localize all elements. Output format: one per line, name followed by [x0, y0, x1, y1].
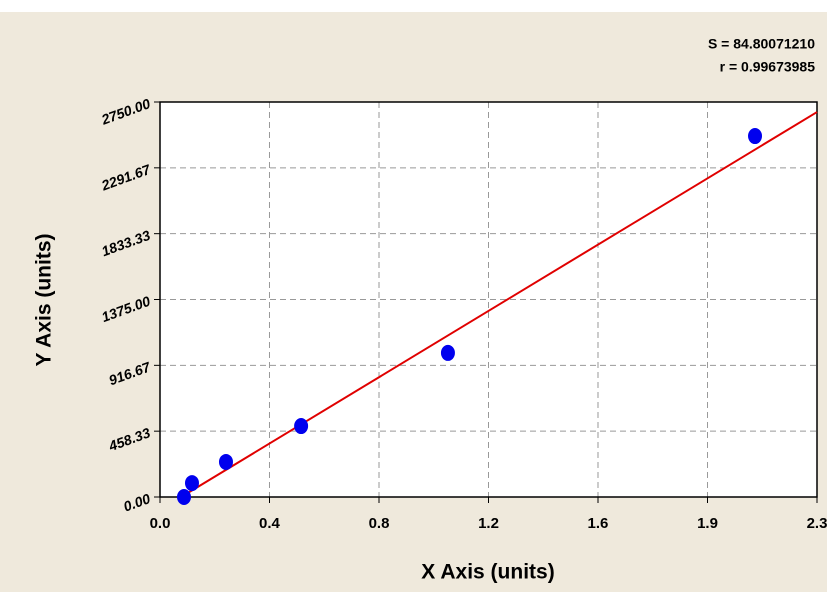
x-tick-label: 1.2: [478, 515, 499, 532]
x-axis-title: X Axis (units): [421, 561, 554, 584]
fit-line: [180, 111, 818, 498]
data-point: [294, 418, 309, 435]
plot-frame: [159, 101, 818, 498]
x-tick-label: 0.4: [259, 515, 281, 532]
x-tick-label: 0.0: [150, 515, 171, 532]
data-point: [176, 489, 191, 505]
x-tick-label: 0.8: [369, 515, 390, 532]
annotation: r = 0.99673985: [720, 59, 816, 75]
data-point: [218, 453, 233, 470]
data-point: [184, 475, 199, 492]
x-tick-label: 1.6: [588, 515, 609, 532]
x-tick-label: 1.9: [697, 515, 718, 532]
y-axis-title: Y Axis (units): [33, 233, 56, 366]
x-tick-label: 2.3: [807, 515, 827, 532]
data-point: [440, 344, 455, 361]
data-point: [748, 128, 763, 145]
annotation: S = 84.80071210: [708, 36, 815, 52]
